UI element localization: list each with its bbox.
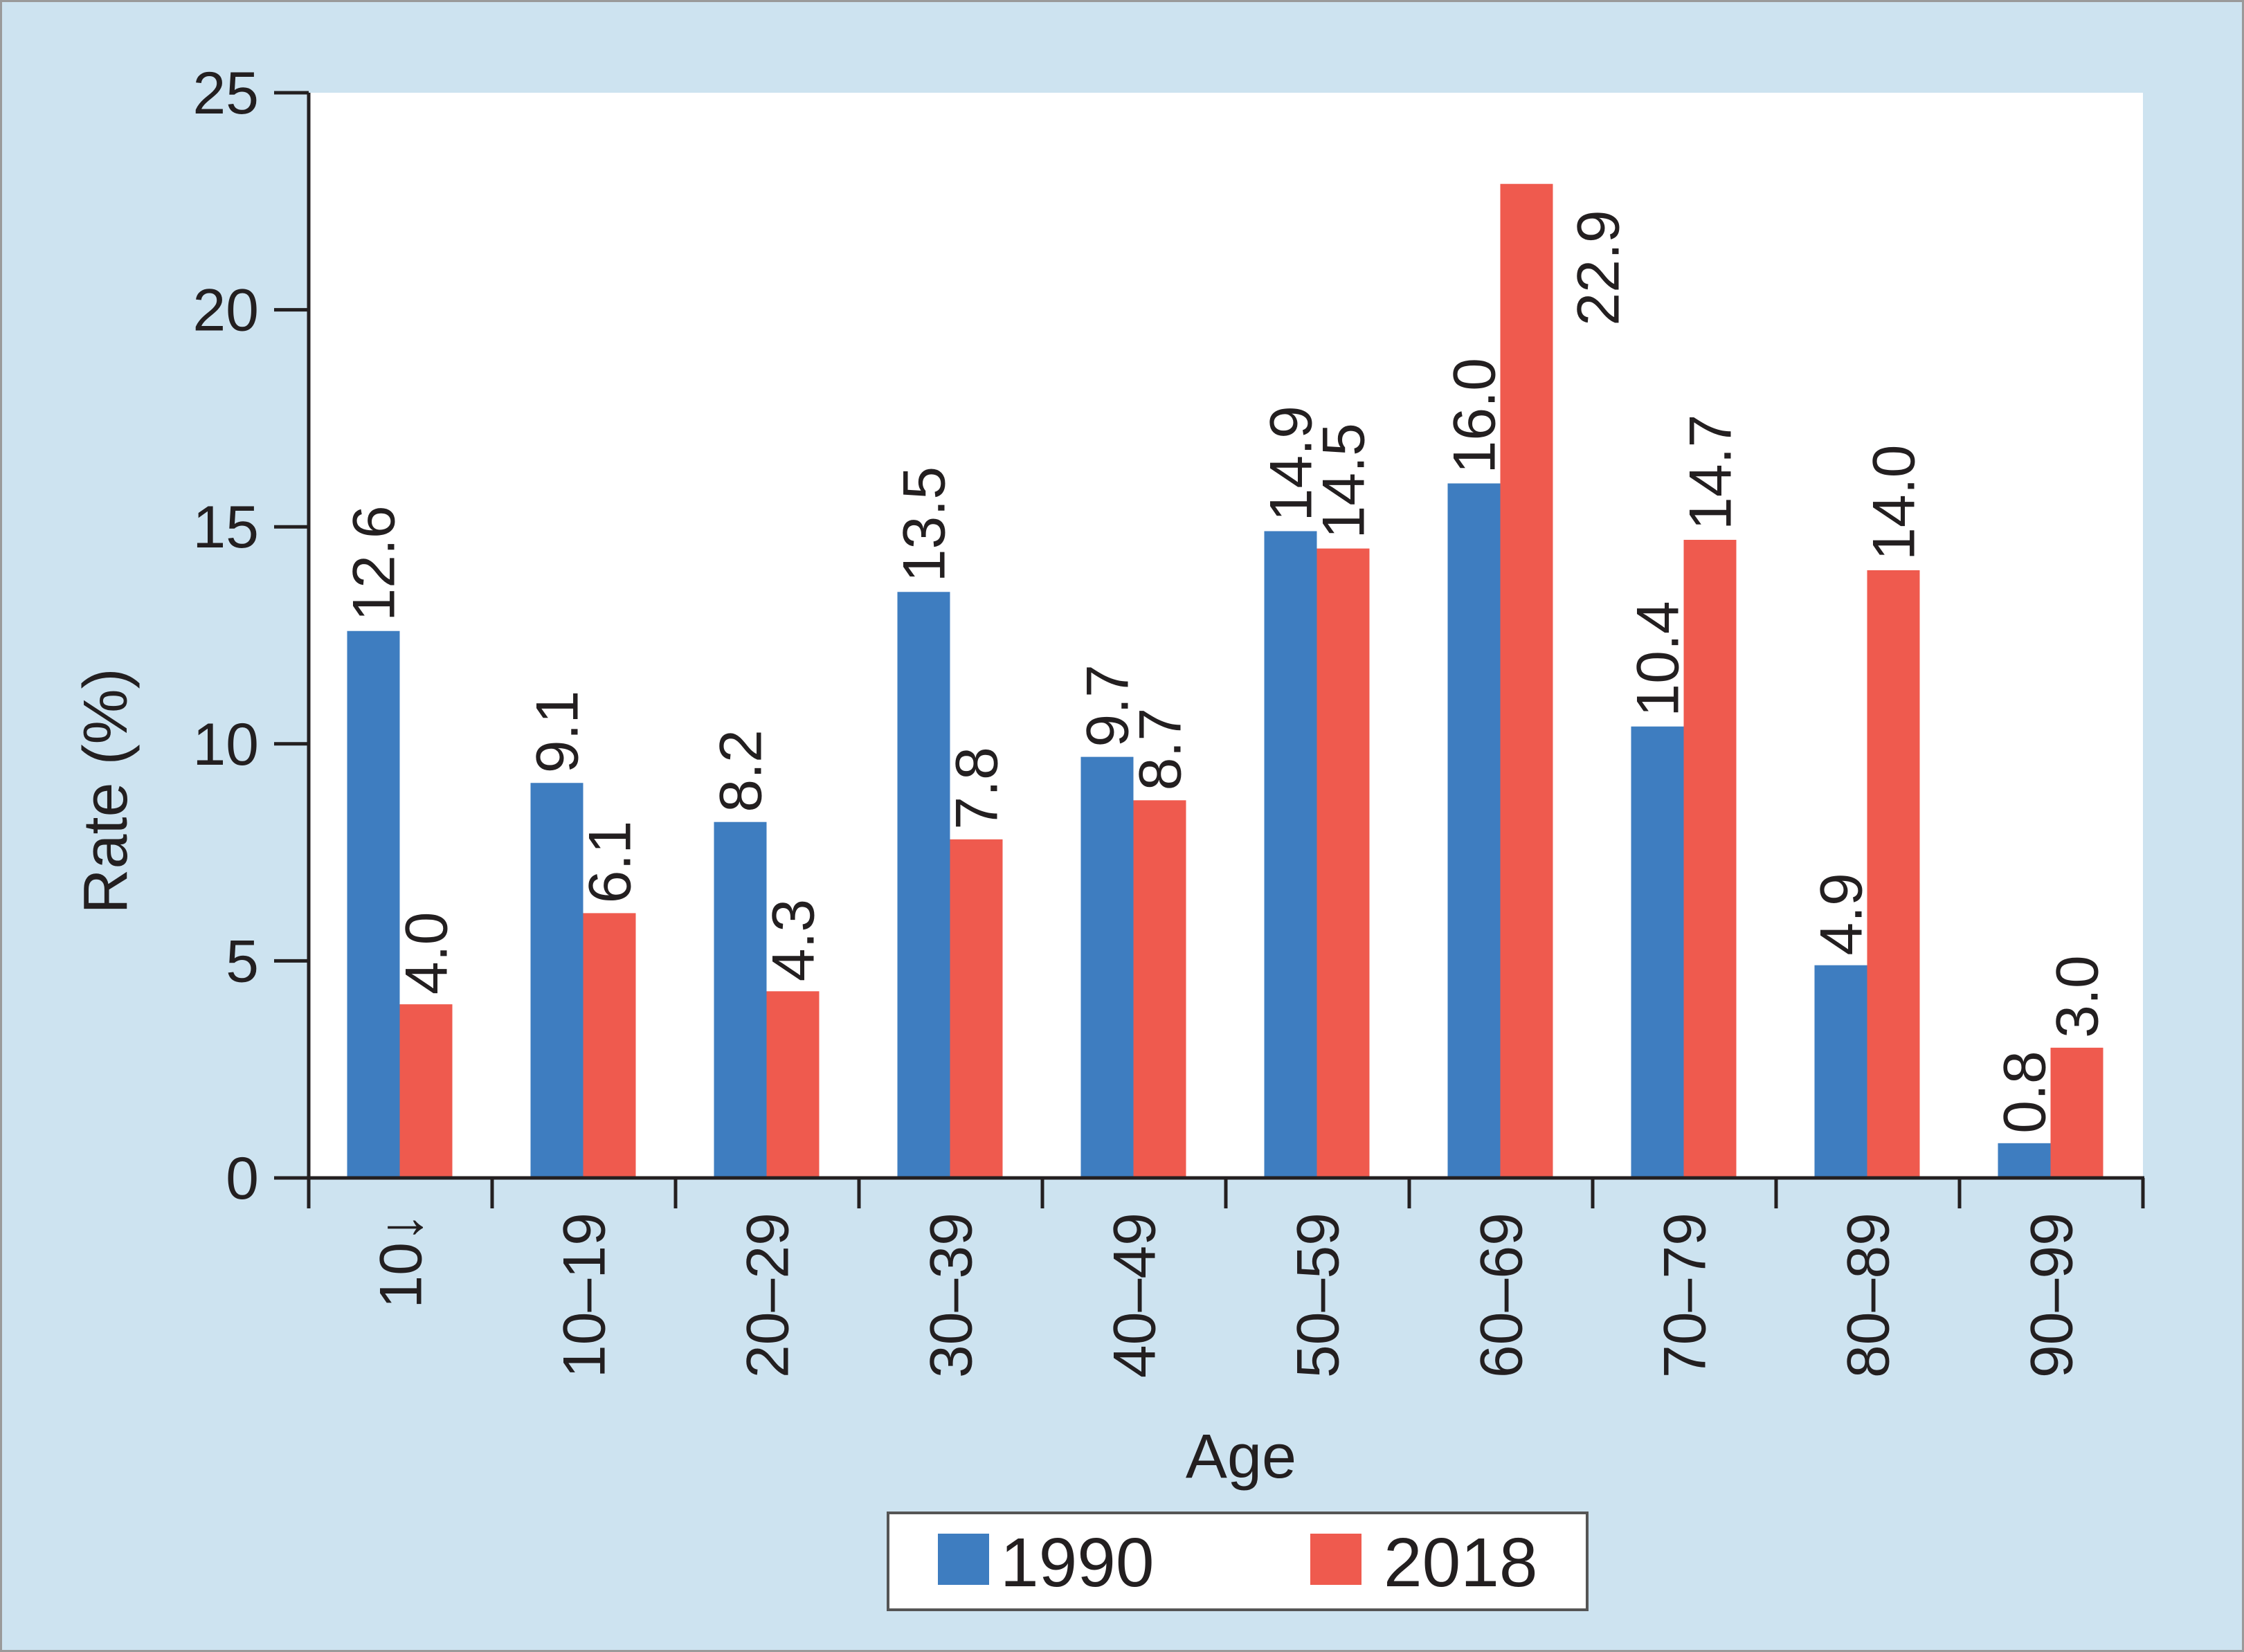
x-tick-label-1: 10–19: [552, 1213, 618, 1378]
x-tick-label-7: 70–79: [1652, 1213, 1719, 1378]
x-tick-label-5: 50–59: [1285, 1213, 1352, 1378]
x-tick-label-3: 30–39: [919, 1213, 985, 1378]
data-label-2018-9: 3.0: [2045, 955, 2111, 1038]
data-label-1990-9: 0.8: [1992, 1051, 2058, 1134]
y-tick-label-20: 20: [192, 278, 259, 344]
data-label-2018-5: 14.5: [1311, 423, 1377, 538]
y-axis-title: Rate (%): [71, 668, 141, 914]
data-label-2018-3: 7.8: [944, 747, 1011, 830]
data-label-2018-0: 4.0: [394, 912, 460, 995]
legend-swatch-1990: [938, 1534, 989, 1585]
bar-2018-4: [1133, 800, 1186, 1178]
x-tick-label-0: 10↓: [368, 1213, 435, 1309]
bar-2018-1: [583, 913, 636, 1178]
y-tick-label-10: 10: [192, 711, 259, 778]
bar-2018-9: [2050, 1047, 2103, 1178]
x-axis-title: Age: [1186, 1422, 1296, 1491]
x-tick-label-8: 80–89: [1836, 1213, 1902, 1378]
bar-2018-2: [766, 991, 820, 1178]
bar-2018-7: [1683, 540, 1737, 1178]
data-label-2018-8: 14.0: [1861, 445, 1928, 561]
bar-2018-3: [950, 839, 1003, 1178]
labels-group: 12.6 4.0 9.1 6.1 8.2 4.3 13.5 7.8 9.78.7 14.914.5…: [341, 210, 2111, 1134]
bar-1990-8: [1814, 965, 1867, 1178]
data-label-2018-1: 6.1: [577, 821, 644, 904]
y-tick-label-0: 0: [226, 1145, 259, 1212]
legend-box: [887, 1512, 1589, 1611]
data-label-1990-5: 14.9: [1258, 406, 1325, 521]
bar-1990-3: [897, 592, 950, 1178]
y-tick-label-5: 5: [226, 928, 259, 995]
bar-2018-0: [399, 1004, 453, 1178]
data-label-1990-8: 4.9: [1809, 873, 1875, 956]
bar-1990-2: [714, 822, 767, 1178]
legend-label-2018: 2018: [1384, 1524, 1537, 1601]
bar-1990-6: [1447, 483, 1501, 1178]
y-tick-label-25: 25: [192, 60, 259, 127]
bar-1990-7: [1631, 726, 1684, 1178]
bar-2018-8: [1867, 570, 1920, 1178]
data-label-2018-2: 4.3: [761, 899, 827, 982]
data-label-1990-2: 8.2: [708, 729, 775, 813]
data-label-2018-7: 14.7: [1678, 415, 1744, 530]
data-label-2018-6: 22.9: [1566, 210, 1632, 325]
legend-label-1990: 1990: [1000, 1524, 1154, 1601]
legend-swatch-2018: [1310, 1534, 1361, 1585]
legend: 1990 2018: [887, 1512, 1589, 1611]
bar-1990-4: [1080, 756, 1134, 1178]
y-tick-label-15: 15: [192, 494, 259, 561]
bar-2018-6: [1500, 183, 1553, 1178]
bar-2018-5: [1316, 548, 1370, 1178]
bar-1990-5: [1264, 531, 1317, 1178]
bar-1990-9: [1998, 1143, 2051, 1178]
x-tick-label-9: 90–99: [2019, 1213, 2085, 1378]
x-tick-label-6: 60–69: [1469, 1213, 1535, 1378]
data-label-1990-3: 13.5: [892, 466, 958, 582]
data-label-1990-7: 10.4: [1625, 601, 1692, 716]
data-label-1990-0: 12.6: [341, 505, 408, 621]
x-tick-label-2: 20–29: [735, 1213, 802, 1378]
bar-1990-0: [347, 630, 400, 1178]
bars-group: [347, 183, 2103, 1178]
axes-group: 0 5 10 15 20 25 10↓ 10–19 20–29 30–39 40–49 50–59 60…: [192, 60, 2145, 1378]
data-label-1990-6: 16.0: [1442, 358, 1508, 473]
data-label-1990-4: 9.7: [1075, 664, 1141, 747]
data-label-2018-4: 8.7: [1128, 708, 1194, 791]
bar-1990-1: [530, 783, 583, 1178]
x-tick-label-4: 40–49: [1102, 1213, 1168, 1378]
data-label-1990-1: 9.1: [525, 691, 591, 774]
